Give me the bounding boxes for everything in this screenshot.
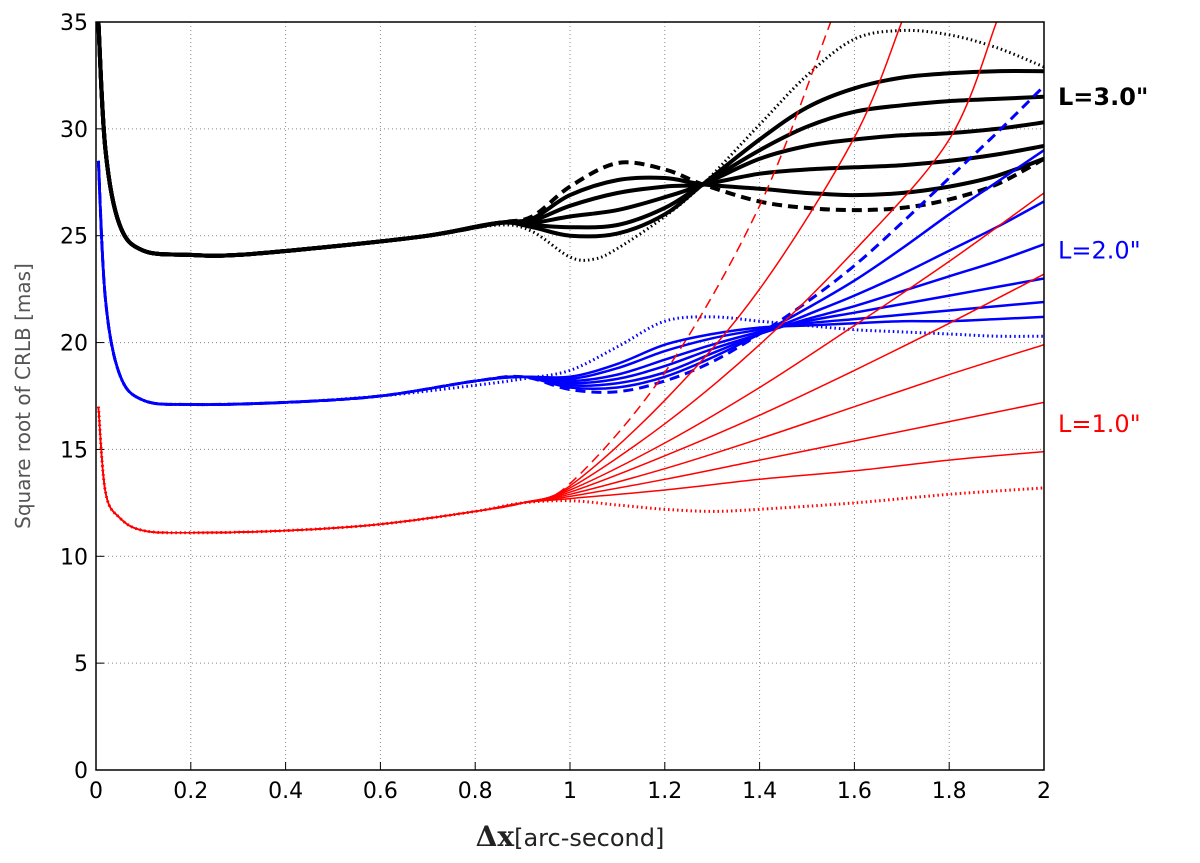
x-axis-label: Δx[arc-second] xyxy=(476,820,665,853)
plot-frame xyxy=(95,21,1045,771)
series-line-6 xyxy=(96,22,1044,258)
x-tick-label: 1.4 xyxy=(742,779,777,804)
y-axis-label: Square root of CRLB [mas] xyxy=(11,263,35,529)
x-tick-label: 1.6 xyxy=(837,779,872,804)
x-tick-label: 1.8 xyxy=(932,779,967,804)
y-tick-label: 15 xyxy=(60,438,88,463)
series-annotation-2: L=1.0" xyxy=(1058,410,1141,438)
x-tick-label: 0.2 xyxy=(173,779,208,804)
series-annotation-1: L=2.0" xyxy=(1058,237,1141,265)
y-tick-label: 25 xyxy=(60,225,88,250)
series-layer xyxy=(96,22,1044,535)
x-tick-label: 2 xyxy=(1037,779,1051,804)
x-tick-label: 0.6 xyxy=(363,779,398,804)
x-tick-label: 0.4 xyxy=(268,779,303,804)
series-line-23 xyxy=(97,22,832,534)
series-line-0 xyxy=(96,22,1044,262)
x-tick-label: 0 xyxy=(89,779,103,804)
series-line-7 xyxy=(96,160,1044,407)
x-tick-label: 1 xyxy=(563,779,577,804)
x-tick-label: 1.2 xyxy=(647,779,682,804)
x-axis-symbol: Δx xyxy=(476,820,515,853)
y-tick-label: 10 xyxy=(60,545,88,570)
tick-labels: 0 0.2 0.4 0.6 0.8 1 1.2 1.4 1.6 1.8 20510152025303… xyxy=(60,11,1051,804)
series-line-22 xyxy=(97,22,903,534)
x-axis-unit: [arc-second] xyxy=(514,824,664,852)
y-tick-label: 35 xyxy=(60,11,88,36)
y-tick-label: 20 xyxy=(60,332,88,357)
y-tick-label: 5 xyxy=(74,652,88,677)
x-tick-label: 0.8 xyxy=(458,779,493,804)
series-annotation-0: L=3.0" xyxy=(1058,83,1148,111)
annotations: L=3.0" L=2.0" L=1.0" xyxy=(1058,83,1148,438)
y-tick-label: 30 xyxy=(60,118,88,143)
y-tick-label: 0 xyxy=(74,759,88,784)
series-line-14 xyxy=(96,85,1044,407)
